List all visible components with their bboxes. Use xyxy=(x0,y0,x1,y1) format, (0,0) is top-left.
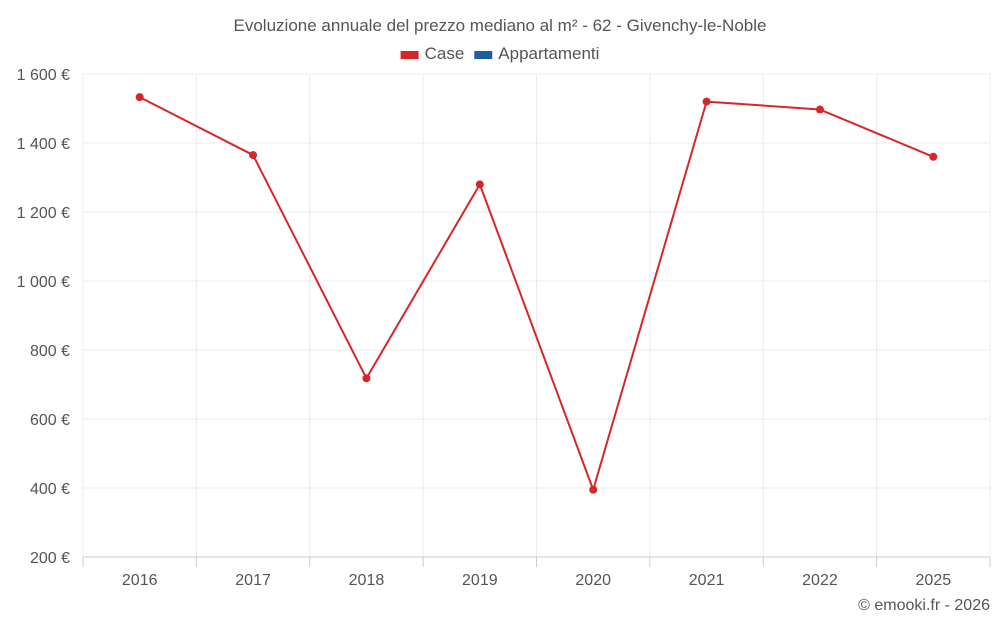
y-tick-label: 600 € xyxy=(30,412,70,429)
data-point-case-2025[interactable] xyxy=(929,152,938,161)
y-tick-label: 200 € xyxy=(30,550,70,567)
x-tick-label: 2021 xyxy=(689,572,725,589)
x-tick-label: 2022 xyxy=(802,572,838,589)
data-point-case-2021[interactable] xyxy=(702,97,711,106)
x-tick-label: 2020 xyxy=(575,572,611,589)
y-tick-label: 1 400 € xyxy=(17,136,70,153)
data-point-case-2017[interactable] xyxy=(249,151,258,160)
series-layer xyxy=(135,93,938,494)
x-tick-label: 2018 xyxy=(349,572,385,589)
legend-label: Case xyxy=(425,44,465,63)
y-tick-label: 800 € xyxy=(30,343,70,360)
legend-swatch xyxy=(474,51,493,59)
y-tick-label: 1 200 € xyxy=(17,205,70,222)
series-line-case xyxy=(139,96,934,491)
legend-item-appartamenti[interactable]: Appartamenti xyxy=(474,44,599,63)
legend-label: Appartamenti xyxy=(498,44,599,63)
data-point-case-2022[interactable] xyxy=(815,105,824,114)
y-tick-label: 1 600 € xyxy=(17,67,70,84)
x-tick-label: 2016 xyxy=(122,572,158,589)
credit-text: © emooki.fr - 2026 xyxy=(858,597,990,614)
data-point-case-2016[interactable] xyxy=(135,93,144,102)
chart-title: Evoluzione annuale del prezzo mediano al… xyxy=(234,16,767,35)
legend-swatch xyxy=(400,51,419,59)
legend: Case Appartamenti xyxy=(400,44,599,63)
data-point-case-2018[interactable] xyxy=(362,374,371,383)
axes: 200 € 400 € 600 € 800 € 1 000 € 1 200 € 1 400 … xyxy=(17,67,991,589)
legend-item-case[interactable]: Case xyxy=(400,44,465,63)
grid xyxy=(82,73,991,557)
x-tick-label: 2019 xyxy=(462,572,498,589)
x-tick-label: 2017 xyxy=(235,572,271,589)
x-tick-label: 2025 xyxy=(916,572,952,589)
data-point-case-2020[interactable] xyxy=(589,485,598,494)
y-tick-label: 1 000 € xyxy=(17,274,70,291)
y-tick-label: 400 € xyxy=(30,481,70,498)
data-point-case-2019[interactable] xyxy=(475,180,484,189)
